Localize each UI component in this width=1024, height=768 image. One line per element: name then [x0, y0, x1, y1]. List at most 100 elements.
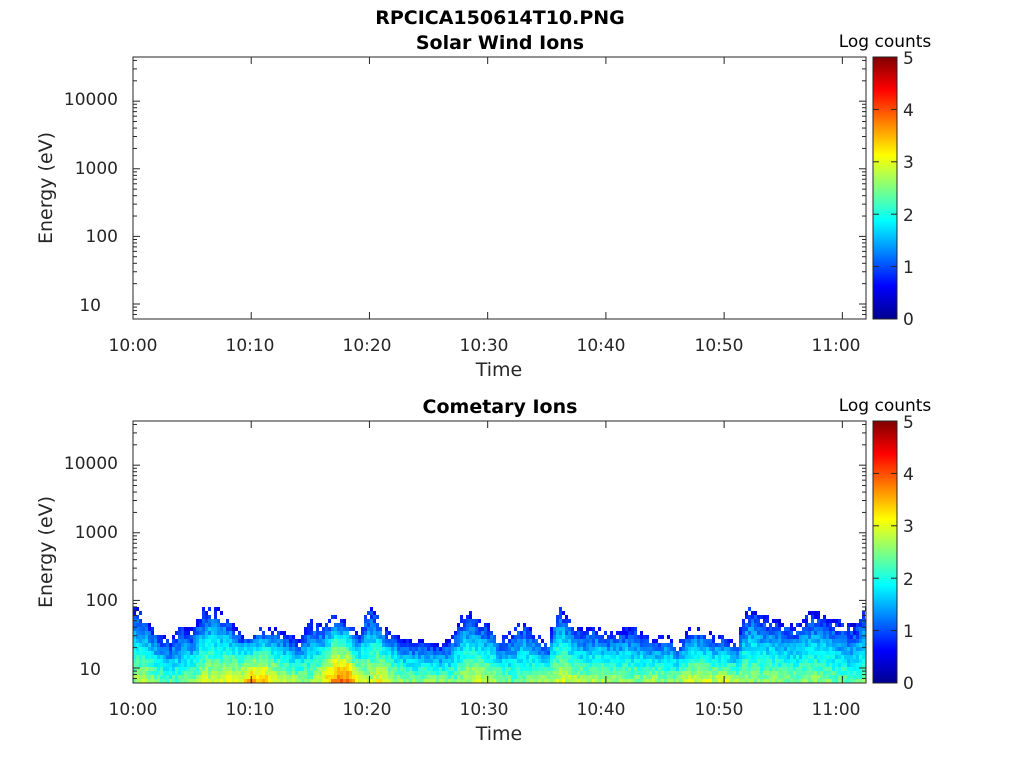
heatmap-cell [586, 631, 589, 635]
heatmap-cell [862, 655, 865, 659]
heatmap-cell [268, 671, 271, 675]
heatmap-cell [826, 643, 829, 647]
heatmap-cell [373, 619, 376, 623]
heatmap-cell [748, 679, 751, 683]
heatmap-cell [145, 679, 148, 683]
heatmap-cell [811, 659, 814, 663]
heatmap-cell [364, 651, 367, 655]
heatmap-cell [664, 667, 667, 671]
heatmap-cell [733, 671, 736, 675]
heatmap-cell [760, 623, 763, 627]
heatmap-cell [418, 679, 421, 683]
heatmap-cell [574, 663, 577, 667]
heatmap-cell [769, 631, 772, 635]
heatmap-cell [484, 647, 487, 651]
heatmap-cell [235, 651, 238, 655]
heatmap-cell [772, 675, 775, 679]
heatmap-cell [697, 655, 700, 659]
heatmap-cell [562, 631, 565, 635]
heatmap-cell [328, 643, 331, 647]
heatmap-cell [334, 623, 337, 627]
heatmap-cell [565, 675, 568, 679]
heatmap-cell [241, 639, 244, 643]
heatmap-cell [556, 643, 559, 647]
heatmap-cell [235, 679, 238, 683]
heatmap-cell [595, 655, 598, 659]
heatmap-cell [322, 643, 325, 647]
heatmap-cell [406, 659, 409, 663]
heatmap-cell [823, 679, 826, 683]
heatmap-cell [625, 627, 628, 631]
heatmap-cell [550, 627, 553, 631]
heatmap-cell [346, 643, 349, 647]
plot-frame [132, 420, 867, 684]
heatmap-cell [679, 679, 682, 683]
heatmap-cell [508, 639, 511, 643]
heatmap-cell [454, 667, 457, 671]
heatmap-cell [643, 635, 646, 639]
heatmap-cell [574, 659, 577, 663]
heatmap-cell [151, 663, 154, 667]
heatmap-cell [373, 611, 376, 615]
heatmap-cell [826, 671, 829, 675]
heatmap-cell [595, 659, 598, 663]
heatmap-cell [205, 615, 208, 619]
heatmap-cell [136, 659, 139, 663]
heatmap-cell [316, 679, 319, 683]
heatmap-cell [856, 659, 859, 663]
heatmap-cell [688, 651, 691, 655]
heatmap-cell [199, 671, 202, 675]
heatmap-cell [436, 679, 439, 683]
heatmap-cell [748, 631, 751, 635]
heatmap-cell [145, 667, 148, 671]
heatmap-cell [343, 623, 346, 627]
heatmap-cell [586, 627, 589, 631]
heatmap-cell [748, 651, 751, 655]
heatmap-cell [670, 647, 673, 651]
heatmap-cell [790, 663, 793, 667]
heatmap-cell [817, 663, 820, 667]
heatmap-cell [139, 623, 142, 627]
heatmap-cell [601, 651, 604, 655]
heatmap-cell [499, 655, 502, 659]
heatmap-cell [688, 627, 691, 631]
heatmap-cell [592, 631, 595, 635]
heatmap-cell [373, 651, 376, 655]
heatmap-cell [256, 679, 259, 683]
heatmap-cell [448, 667, 451, 671]
heatmap-cell [793, 663, 796, 667]
heatmap-cell [178, 663, 181, 667]
heatmap-cell [316, 663, 319, 667]
heatmap-cell [598, 643, 601, 647]
heatmap-cell [220, 667, 223, 671]
heatmap-cell [256, 659, 259, 663]
heatmap-cell [769, 675, 772, 679]
colorbar-tick-label: 0 [903, 310, 914, 330]
heatmap-cell [760, 651, 763, 655]
heatmap-cell [613, 671, 616, 675]
heatmap-cell [445, 679, 448, 683]
heatmap-cell [658, 667, 661, 671]
y-axis-label: Energy (eV) [35, 132, 57, 244]
heatmap-cell [391, 659, 394, 663]
heatmap-cell [640, 675, 643, 679]
heatmap-cell [457, 631, 460, 635]
heatmap-cell [178, 651, 181, 655]
heatmap-cell [697, 643, 700, 647]
heatmap-cell [202, 647, 205, 651]
heatmap-cell [760, 671, 763, 675]
heatmap-cell [688, 675, 691, 679]
heatmap-cell [424, 647, 427, 651]
heatmap-cell [553, 655, 556, 659]
heatmap-cell [814, 663, 817, 667]
heatmap-cell [193, 655, 196, 659]
heatmap-cell [487, 635, 490, 639]
heatmap-cell [181, 663, 184, 667]
heatmap-cell [193, 663, 196, 667]
heatmap-cell [703, 635, 706, 639]
heatmap-cell [508, 651, 511, 655]
heatmap-cell [601, 667, 604, 671]
heatmap-cell [385, 679, 388, 683]
heatmap-cell [754, 655, 757, 659]
heatmap-cell [316, 651, 319, 655]
